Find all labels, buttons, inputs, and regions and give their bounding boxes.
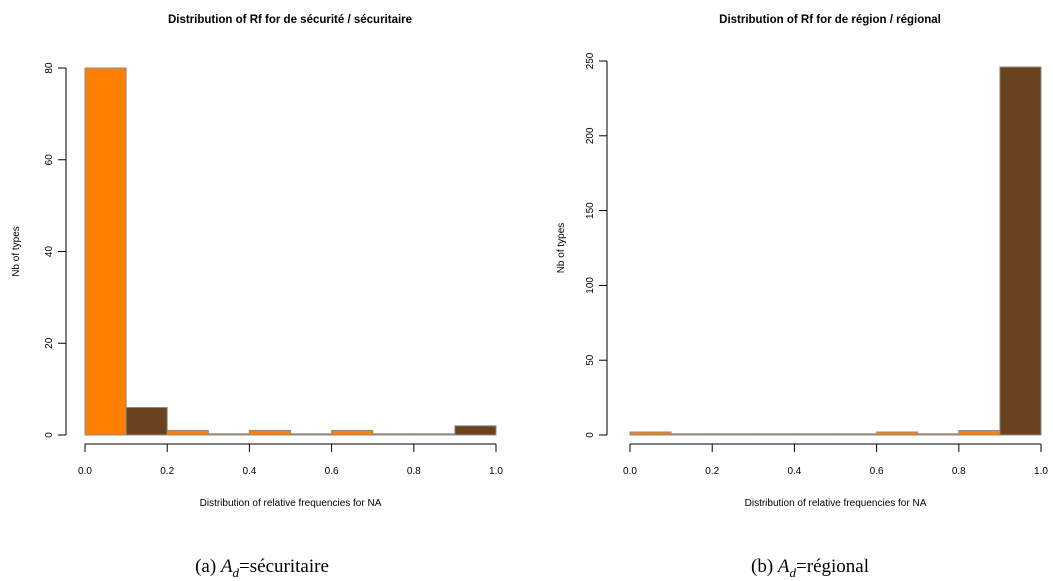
caption-b-subscript: d (789, 564, 797, 580)
chart-a-bar-9 (454, 425, 497, 436)
chart-b-bar-7 (917, 433, 960, 436)
chart-b-bar-0 (629, 431, 672, 436)
chart-b-bar-9 (999, 66, 1042, 436)
chart-b-x-tick-label-0: 0.0 (623, 466, 637, 477)
chart-b-y-tick-label-1: 50 (585, 354, 596, 366)
caption-b-suffix: =régional (796, 556, 869, 577)
caption-a-suffix: =sécuritaire (239, 556, 329, 577)
chart-b-x-tick-label-5: 1.0 (1034, 466, 1048, 477)
chart-b-y-label: Nb of types (556, 223, 567, 274)
chart-a-bar-3 (207, 433, 250, 436)
caption-a-prefix: (a) (195, 556, 217, 577)
caption-b: (b) Ad=régional (751, 556, 869, 581)
chart-a-x-tick-label-5: 1.0 (489, 466, 503, 477)
chart-a-x-tick-label-2: 0.4 (242, 466, 256, 477)
chart-a-y-tick-label-2: 40 (44, 246, 55, 258)
chart-a-bar-4 (248, 429, 291, 436)
chart-a-bar-8 (413, 433, 456, 436)
caption-b-prefix: (b) (751, 556, 774, 577)
chart-a-y-tick-label-1: 20 (44, 337, 55, 349)
chart-b-y-tick-label-4: 200 (585, 127, 596, 144)
chart-b-bar-4 (793, 433, 837, 436)
chart-b-x-tick-label-2: 0.4 (787, 466, 801, 477)
chart-b-y-tick-label-2: 100 (585, 277, 596, 294)
chart-a-y-tick-label-0: 0 (44, 432, 55, 438)
caption-a-symbol: A (220, 556, 233, 577)
chart-b-y-tick-label-0: 0 (585, 432, 596, 438)
chart-b-x-tick-label-4: 0.8 (952, 466, 966, 477)
chart-a-x-tick-label-1: 0.2 (160, 466, 174, 477)
chart-b-bar-5 (835, 433, 878, 436)
chart-b-bar-3 (752, 433, 795, 436)
caption-a-subscript: d (232, 564, 240, 580)
chart-b-y-tick-label-5: 250 (585, 52, 596, 69)
chart-b-bar-6 (876, 431, 919, 436)
chart-a-bar-6 (331, 429, 374, 436)
caption-a: (a) Ad=sécuritaire (195, 556, 329, 581)
chart-b-bar-1 (670, 433, 713, 436)
caption-b-symbol: A (777, 556, 790, 577)
chart-b-bar-8 (958, 430, 1001, 436)
chart-a-bar-5 (290, 433, 333, 436)
chart-a-bar-0 (84, 67, 127, 436)
chart-b-title: Distribution of Rf for de région / régio… (719, 14, 941, 26)
chart-a-x-tick-label-4: 0.8 (407, 466, 421, 477)
chart-a-y-tick-label-4: 80 (44, 62, 55, 74)
chart-b-x-tick-label-3: 0.6 (870, 466, 884, 477)
chart-a-bar-7 (372, 433, 415, 436)
chart-a-x-tick-label-0: 0.0 (78, 466, 92, 477)
chart-a-x-label: Distribution of relative frequencies for… (200, 498, 382, 509)
chart-b-x-tick-label-1: 0.2 (705, 466, 719, 477)
chart-b-bar-2 (711, 433, 754, 436)
chart-b-x-label: Distribution of relative frequencies for… (745, 498, 927, 509)
chart-a-x-tick-label-3: 0.6 (325, 466, 339, 477)
chart-a-bar-1 (125, 406, 168, 436)
chart-a-bar-2 (166, 429, 209, 436)
chart-b-y-tick-label-3: 150 (585, 202, 596, 219)
chart-a-y-label: Nb of types (11, 226, 22, 277)
chart-a-title: Distribution of Rf for de sécurité / séc… (168, 14, 412, 26)
chart-a-y-tick-label-3: 60 (44, 154, 55, 166)
